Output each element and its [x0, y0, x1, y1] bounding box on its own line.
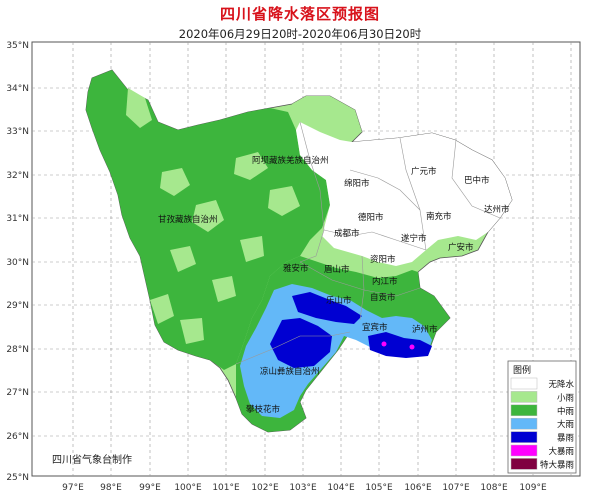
- rainstorm-southeast: [368, 332, 432, 358]
- city-label: 德阳市: [358, 212, 384, 223]
- lat-label: 31°N: [6, 214, 29, 224]
- lat-label: 25°N: [6, 473, 29, 483]
- lat-label: 26°N: [6, 432, 29, 442]
- lat-label: 35°N: [6, 41, 29, 51]
- city-labels: 广元市 巴中市 绵阳市 达州市 德阳市 南充市 成都市 遂宁市 广安市 资阳市 …: [246, 166, 510, 415]
- city-label: 乐山市: [326, 295, 352, 306]
- city-label: 成都市: [334, 228, 360, 239]
- lon-label: 99°E: [139, 483, 161, 493]
- lon-label: 103°E: [289, 483, 317, 493]
- severe-rainstorm-spot: [381, 341, 387, 347]
- map-title: 四川省降水落区预报图: [219, 5, 380, 23]
- lon-label: 100°E: [174, 483, 202, 493]
- lat-label: 33°N: [6, 127, 29, 137]
- lon-label: 105°E: [365, 483, 393, 493]
- legend-swatch: [510, 391, 538, 403]
- latitude-labels: 35°N 34°N 33°N 32°N 31°N 30°N 29°N 28°N …: [6, 41, 29, 483]
- city-label: 广安市: [448, 242, 474, 253]
- legend-swatch: [510, 377, 538, 390]
- city-label: 巴中市: [464, 175, 490, 186]
- region-label-aba: 阿坝藏族羌族自治州: [252, 155, 329, 166]
- lat-label: 29°N: [6, 301, 29, 311]
- lat-label: 32°N: [6, 171, 29, 181]
- region-label-liangshan: 凉山彝族自治州: [260, 366, 320, 377]
- legend-label: 大雨: [557, 419, 575, 430]
- legend-label: 特大暴雨: [540, 459, 575, 470]
- legend-swatch: [510, 404, 538, 417]
- city-label: 眉山市: [324, 264, 350, 275]
- city-label: 雅安市: [283, 263, 309, 274]
- lon-label: 101°E: [212, 483, 240, 493]
- lat-label: 30°N: [6, 258, 29, 268]
- lon-label: 102°E: [251, 483, 279, 493]
- legend-label: 中雨: [557, 406, 575, 417]
- lat-label: 28°N: [6, 345, 29, 355]
- lat-label: 27°N: [6, 388, 29, 398]
- prefecture-boundaries: [235, 121, 501, 365]
- maker-credit: 四川省气象台制作: [52, 453, 132, 466]
- lon-label: 104°E: [327, 483, 355, 493]
- legend-label: 小雨: [557, 392, 575, 403]
- legend-label: 暴雨: [557, 434, 575, 444]
- rainstorm-central: [270, 318, 332, 368]
- lat-label: 34°N: [6, 84, 29, 94]
- city-label: 资阳市: [370, 254, 396, 265]
- city-label: 攀枝花市: [246, 404, 281, 415]
- legend-swatch: [510, 444, 538, 457]
- city-label: 遂宁市: [401, 233, 427, 244]
- city-label: 南充市: [426, 211, 452, 222]
- lon-label: 98°E: [100, 483, 122, 493]
- legend-swatch: [510, 458, 538, 470]
- rainstorm-north: [292, 292, 362, 324]
- region-label-ganzi: 甘孜藏族自治州: [158, 214, 218, 225]
- legend-swatch: [510, 431, 538, 443]
- severe-rainstorm-spot: [409, 344, 415, 350]
- light-rain-patches: [126, 88, 362, 344]
- city-label: 广元市: [411, 166, 437, 177]
- city-label: 宜宾市: [362, 322, 388, 333]
- lon-label: 109°E: [519, 483, 547, 493]
- legend-swatch: [510, 417, 538, 430]
- city-label: 内江市: [372, 276, 398, 287]
- legend-title: 图例: [513, 364, 531, 376]
- longitude-labels: 97°E 98°E 99°E 100°E 101°E 102°E 103°E 1…: [62, 483, 547, 493]
- city-label: 自贡市: [370, 292, 396, 303]
- city-label: 绵阳市: [344, 178, 370, 189]
- legend-label: 无降水: [548, 379, 574, 390]
- city-label: 泸州市: [412, 324, 438, 335]
- map-subtitle: 2020年06月29日20时-2020年06月30日20时: [178, 27, 422, 41]
- lon-label: 107°E: [442, 483, 470, 493]
- heavy-rain-area: [240, 284, 432, 418]
- legend-label: 大暴雨: [548, 446, 574, 457]
- city-label: 达州市: [484, 204, 510, 215]
- lon-label: 108°E: [480, 483, 508, 493]
- lon-label: 97°E: [62, 483, 84, 493]
- lon-label: 106°E: [404, 483, 432, 493]
